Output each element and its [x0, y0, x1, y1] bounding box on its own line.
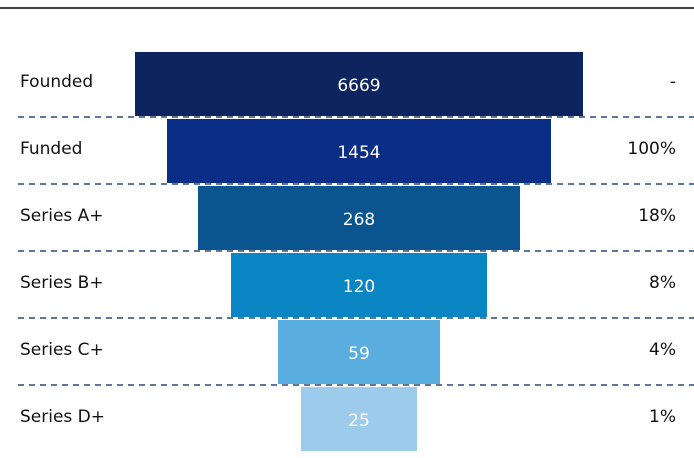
funnel-bar — [231, 253, 487, 317]
bar-value-label: 25 — [348, 411, 370, 431]
bar-value-label: 120 — [343, 277, 375, 297]
stage-label: Series D+ — [20, 407, 105, 427]
conversion-label: 100% — [627, 139, 676, 159]
bar-value-label: 59 — [348, 344, 370, 364]
stage-label: Series C+ — [20, 340, 104, 360]
stage-label: Series B+ — [20, 273, 104, 293]
conversion-label: 8% — [649, 273, 676, 293]
conversion-label: 18% — [638, 206, 676, 226]
bar-value-label: 1454 — [337, 143, 380, 163]
funnel-bar — [301, 387, 417, 451]
bar-value-label: 268 — [343, 210, 375, 230]
conversion-label: - — [670, 72, 676, 92]
funnel-bar — [278, 320, 440, 384]
funnel-bar — [135, 52, 583, 116]
funnel-bar — [198, 186, 520, 250]
conversion-label: 4% — [649, 340, 676, 360]
funnel-bar — [167, 119, 551, 183]
bar-value-label: 6669 — [337, 76, 380, 96]
stage-label: Funded — [20, 139, 82, 159]
stage-label: Series A+ — [20, 206, 104, 226]
conversion-label: 1% — [649, 407, 676, 427]
stage-label: Founded — [20, 72, 93, 92]
